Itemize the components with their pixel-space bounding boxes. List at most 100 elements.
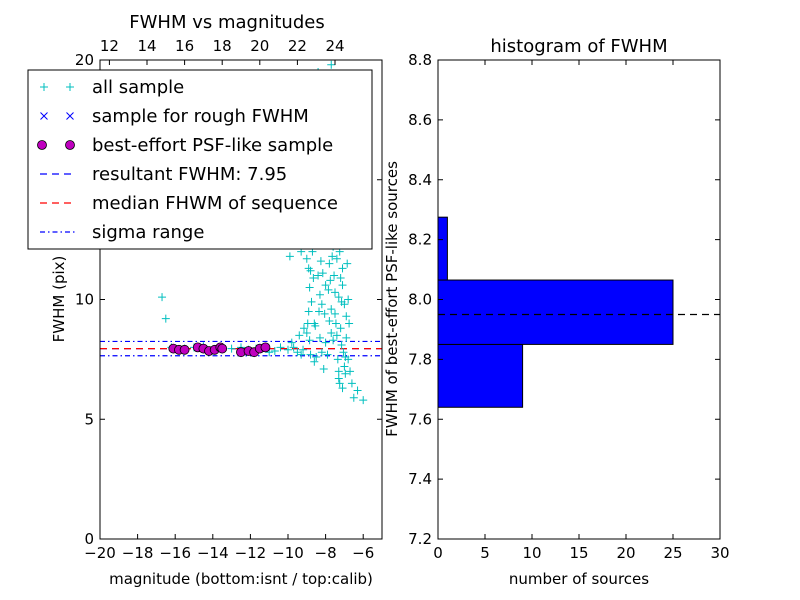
histogram-y-axis-label: FWHM of best-effort PSF-like sources — [383, 161, 401, 437]
all-sample-point-45 — [334, 367, 343, 376]
all-sample-point-49 — [338, 281, 347, 290]
all-sample-point-16 — [276, 343, 285, 352]
histogram-bar-0 — [437, 343, 524, 408]
all-sample-point-106 — [318, 269, 327, 278]
scatter-ytick-label-1: 5 — [84, 410, 94, 428]
all-sample-point-52 — [341, 369, 350, 378]
all-sample-point-30 — [317, 300, 326, 309]
legend-label-psf-sample: best-effort PSF-like sample — [92, 135, 333, 156]
histogram-title: histogram of FWHM — [490, 36, 667, 57]
all-sample-point-72 — [304, 264, 313, 273]
all-sample-point-97 — [307, 297, 316, 306]
histogram-bar-2 — [437, 216, 448, 281]
all-sample-point-47 — [336, 324, 345, 333]
all-sample-point-113 — [305, 336, 314, 345]
legend-marker-0-b — [66, 83, 74, 91]
all-sample-point-41 — [331, 288, 339, 297]
histogram-ytick-label-0: 7.2 — [408, 530, 432, 548]
scatter-y-axis-label: FWHM (pix) — [50, 256, 68, 343]
all-sample-point-78 — [312, 352, 321, 361]
scatter-top-tick-label-2: 16 — [175, 37, 194, 55]
psf-sample-point-8 — [217, 343, 228, 354]
all-sample-point-51 — [340, 362, 349, 371]
all-sample-point-20 — [299, 345, 308, 354]
all-sample-point-96 — [309, 273, 318, 282]
scatter-x-axis-label: magnitude (bottom:isnt / top:calib) — [109, 570, 373, 588]
all-sample-point-92 — [324, 285, 333, 294]
all-sample-point-79 — [317, 348, 326, 357]
histogram-ytick-label-6: 8.4 — [408, 171, 432, 189]
scatter-top-tick-label-0: 12 — [100, 37, 119, 55]
all-sample-point-9 — [227, 344, 236, 353]
all-sample-point-66 — [327, 60, 336, 69]
all-sample-point-36 — [326, 276, 335, 285]
all-sample-point-107 — [315, 307, 324, 316]
histogram-panel: 0 5 10 15 20 25 307.27.47.67.88.08.28.48.68.8 … — [383, 36, 730, 588]
histogram-ytick-label-5: 8.2 — [408, 231, 432, 249]
histogram-ytick-label-8: 8.8 — [408, 51, 432, 69]
histogram-xtick-label-4: 20 — [616, 544, 635, 562]
histogram-axis-ticks: 0 5 10 15 20 25 30 7.2 7.4 7.6 7.8 8.0 8.2 8.4 8.6 8.8 — [408, 51, 729, 562]
all-sample-point-0 — [158, 293, 167, 302]
all-sample-point-18 — [287, 338, 296, 347]
scatter-xtick-label-5: −10 — [272, 544, 304, 562]
all-sample-point-116 — [310, 357, 319, 366]
all-sample-point-93 — [320, 309, 329, 318]
histogram-xtick-label-6: 30 — [710, 544, 729, 562]
all-sample-point-1 — [161, 314, 170, 323]
all-sample-point-44 — [333, 355, 342, 364]
legend-marker-0-a — [40, 83, 48, 91]
histogram-xtick-label-1: 5 — [480, 544, 490, 562]
all-sample-point-110 — [341, 352, 350, 361]
histogram-xtick-label-0: 0 — [433, 544, 443, 562]
all-sample-point-98 — [303, 319, 312, 328]
scatter-title: FWHM vs magnitudes — [129, 12, 324, 33]
legend-label-rough-sample: sample for rough FWHM — [92, 106, 309, 127]
all-sample-point-109 — [337, 341, 346, 350]
scatter-xtick-label-2: −16 — [159, 544, 191, 562]
all-sample-point-83 — [334, 293, 343, 302]
scatter-xtick-label-6: −8 — [315, 544, 337, 562]
all-sample-point-91 — [328, 252, 337, 261]
scatter-ytick-label-4: 20 — [75, 51, 94, 69]
histogram-ytick-label-2: 7.6 — [408, 410, 432, 428]
all-sample-point-23 — [305, 283, 314, 292]
legend-label-resultant-fwhm: resultant FWHM: 7.95 — [92, 164, 287, 185]
scatter-xtick-label-0: −20 — [84, 544, 116, 562]
all-sample-point-37 — [327, 305, 336, 314]
all-sample-point-80 — [323, 350, 332, 359]
legend-marker-1-b — [66, 112, 74, 120]
histogram-xtick-label-5: 25 — [663, 544, 682, 562]
all-sample-point-101 — [336, 273, 345, 282]
legend-label-sigma-range: sigma range — [92, 222, 204, 243]
legend-markers — [37, 83, 76, 233]
all-sample-point-88 — [345, 319, 354, 328]
all-sample-point-111 — [334, 374, 343, 383]
histogram-ytick-label-3: 7.8 — [408, 350, 432, 368]
all-sample-point-117 — [319, 364, 328, 373]
all-sample-point-85 — [342, 312, 351, 321]
legend-marker-2-b — [65, 140, 75, 150]
all-sample-point-40 — [330, 271, 339, 280]
legend-label-median-fwhm: median FHWM of sequence — [92, 193, 338, 214]
all-sample-point-35 — [325, 259, 334, 268]
scatter-axis-ticks: −20−18−16−14−12−10−8−6051015201214161820… — [75, 37, 382, 562]
scatter-xtick-label-7: −6 — [352, 544, 374, 562]
scatter-xtick-label-4: −12 — [235, 544, 267, 562]
all-sample-point-59 — [359, 396, 368, 405]
histogram-bar-1 — [437, 279, 674, 345]
all-sample-point-57 — [349, 393, 358, 402]
all-sample-point-87 — [343, 259, 352, 268]
all-sample-point-42 — [331, 319, 340, 328]
all-sample-point-75 — [321, 338, 330, 347]
all-sample-point-17 — [284, 345, 292, 354]
all-sample-point-29 — [315, 290, 324, 299]
histogram-x-axis-label: number of sources — [509, 570, 649, 588]
legend-marker-2-a — [37, 140, 47, 150]
all-sample-point-99 — [299, 324, 308, 333]
histogram-marks — [437, 216, 720, 408]
all-sample-point-84 — [338, 264, 347, 273]
all-sample-point-74 — [315, 333, 324, 342]
histogram-ytick-label-4: 8.0 — [408, 291, 432, 309]
